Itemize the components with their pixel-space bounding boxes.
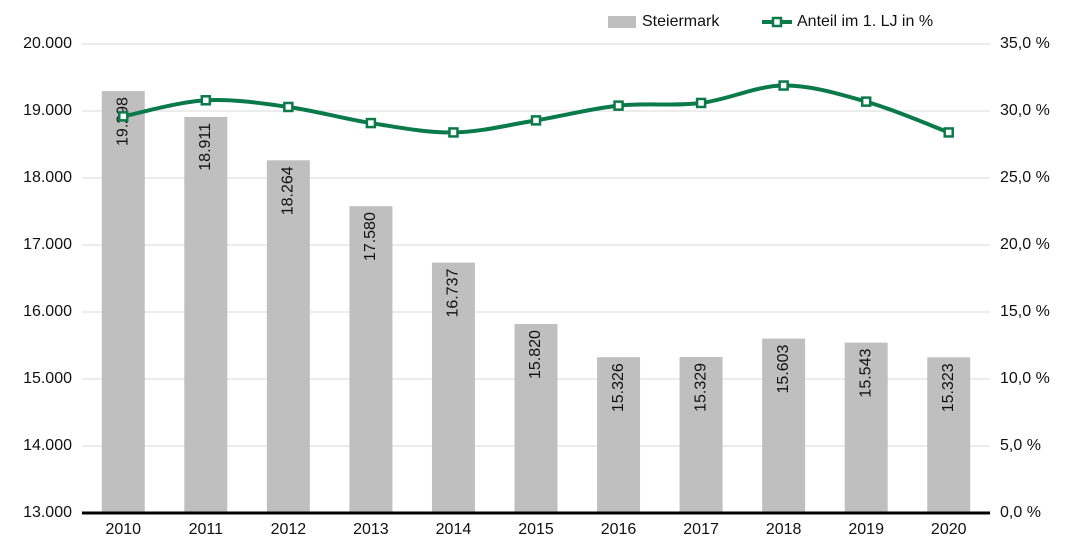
y-tick-label: 16.000 — [23, 303, 72, 320]
x-tick-label: 2012 — [271, 521, 307, 538]
bar — [844, 342, 888, 513]
bar — [679, 356, 723, 513]
y-tick-label: 18.000 — [23, 169, 72, 186]
line-marker — [530, 115, 542, 126]
bar — [514, 324, 558, 513]
bar — [597, 357, 641, 513]
x-tick-label: 2018 — [766, 521, 802, 538]
line-marker — [448, 127, 459, 138]
bar — [927, 357, 971, 513]
bar-value-label: 15.603 — [775, 344, 792, 393]
y2-tick-label: 25,0 % — [1000, 169, 1050, 186]
bar — [101, 91, 145, 513]
line-marker — [860, 96, 872, 107]
x-tick-label: 2011 — [189, 521, 224, 538]
line-marker — [118, 111, 129, 122]
x-tick-label: 2013 — [353, 521, 389, 538]
line-marker — [200, 95, 212, 106]
line-marker — [283, 101, 294, 113]
y-tick-label: 20.000 — [23, 35, 72, 52]
line-marker — [778, 80, 789, 91]
y-tick-label: 17.000 — [23, 236, 72, 253]
y2-tick-label: 5,0 % — [1000, 437, 1041, 454]
legend-swatch — [608, 16, 636, 28]
y-tick-label: 14.000 — [23, 437, 72, 454]
legend-swatch — [771, 16, 783, 28]
line-marker — [613, 100, 624, 111]
bar-value-label: 15.326 — [610, 363, 627, 412]
y2-tick-label: 30,0 % — [1000, 102, 1050, 119]
bar — [349, 206, 393, 513]
x-tick-label: 2016 — [601, 521, 637, 538]
y2-tick-label: 20,0 % — [1000, 236, 1050, 253]
x-tick-label: 2017 — [683, 521, 719, 538]
x-tick-label: 2014 — [436, 521, 472, 538]
bar — [266, 160, 310, 513]
bar-value-label: 18.911 — [197, 123, 214, 171]
legend-label: Anteil im 1. LJ in % — [797, 13, 933, 30]
y-tick-label: 19.000 — [23, 102, 72, 119]
y-tick-label: 13.000 — [23, 504, 72, 521]
bar-value-label: 15.543 — [857, 349, 874, 398]
y2-tick-label: 0,0 % — [1000, 504, 1041, 521]
legend-label: Steiermark — [642, 13, 720, 30]
y-tick-label: 15.000 — [23, 370, 72, 387]
x-tick-label: 2019 — [848, 521, 884, 538]
bar-value-label: 18.264 — [280, 166, 297, 215]
bar — [184, 116, 228, 513]
bar-value-label: 15.820 — [527, 330, 544, 379]
x-tick-label: 2020 — [931, 521, 967, 538]
y2-tick-label: 10,0 % — [1000, 370, 1050, 387]
x-tick-label: 2015 — [518, 521, 554, 538]
bar-value-label: 15.329 — [692, 363, 709, 412]
line-marker — [943, 127, 954, 138]
bar-value-label: 16.737 — [445, 269, 462, 318]
bar-value-label: 17.580 — [362, 212, 379, 261]
bar — [762, 338, 806, 513]
y2-tick-label: 35,0 % — [1000, 35, 1050, 52]
line-marker — [695, 97, 707, 109]
y2-tick-label: 15,0 % — [1000, 303, 1050, 320]
bar — [431, 262, 475, 513]
bar-value-label: 15.323 — [940, 363, 957, 412]
line-marker — [365, 117, 377, 129]
x-tick-label: 2010 — [105, 521, 141, 538]
